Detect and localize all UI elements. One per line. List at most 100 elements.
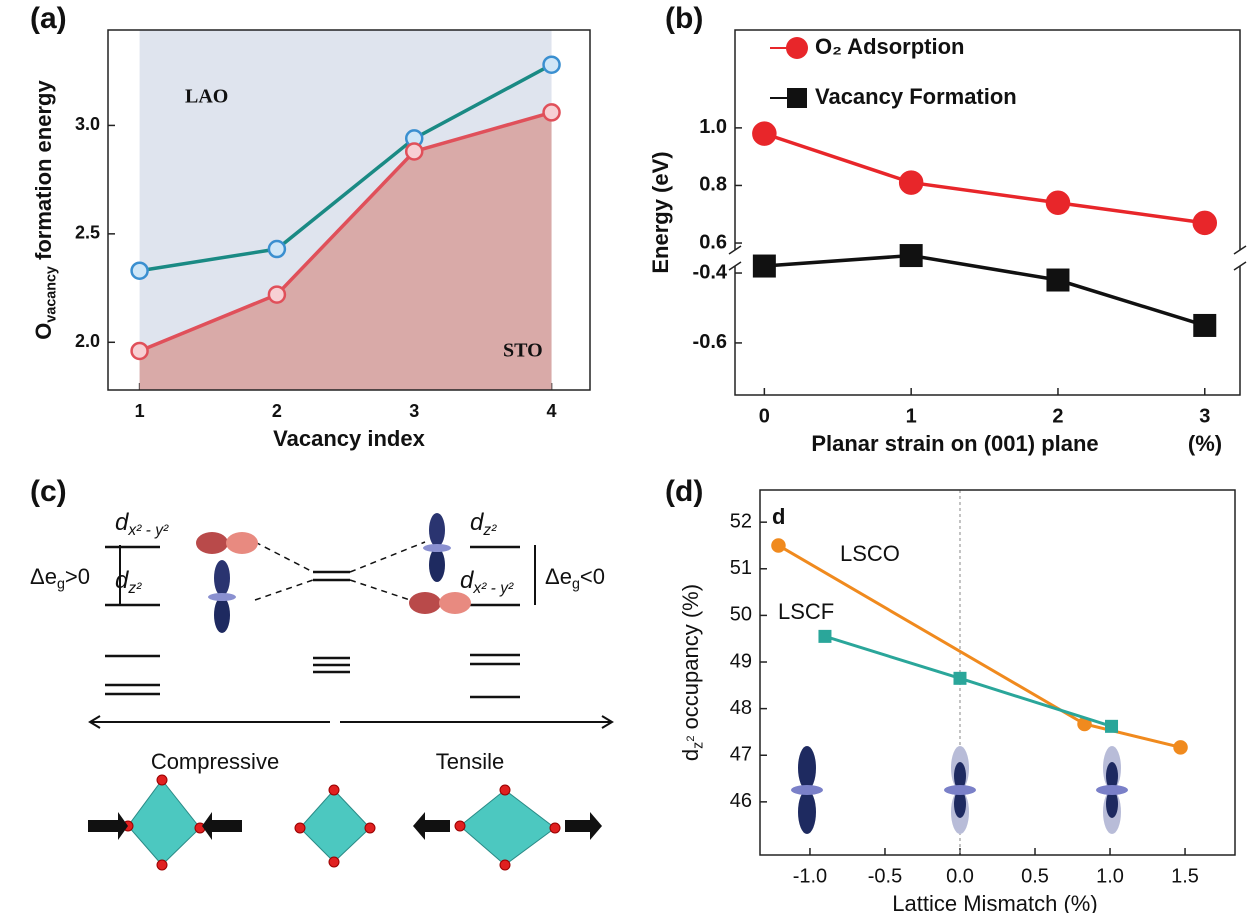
y-tick-label: 2.5 xyxy=(75,223,100,243)
label-rest: <0 xyxy=(580,564,605,589)
marker xyxy=(267,285,287,304)
tensile-label: Tensile xyxy=(436,749,504,774)
y-tick-label: 0.6 xyxy=(699,231,727,253)
x-axis-label: Lattice Mismatch (%) xyxy=(892,891,1097,913)
y-tick-label: -0.6 xyxy=(693,331,727,353)
x-axis-unit: (%) xyxy=(1188,431,1222,456)
marker xyxy=(953,671,967,685)
legend-marker xyxy=(787,88,807,108)
label-main: d xyxy=(115,567,129,594)
marker xyxy=(1193,313,1217,337)
marker xyxy=(1105,719,1119,733)
axis-label: dx² - y² xyxy=(115,509,169,539)
y-tick-label: 50 xyxy=(730,604,752,626)
x-tick-label: 1 xyxy=(906,405,917,427)
label-rest: occupancy (%) xyxy=(678,584,703,736)
x-tick-label: 1 xyxy=(135,401,145,421)
series-label: LSCF xyxy=(778,599,834,624)
marker xyxy=(752,254,776,278)
legend-label: O₂ Adsorption xyxy=(815,34,965,59)
y-tick-label: 1.0 xyxy=(699,116,727,138)
x-tick-label: 2 xyxy=(1052,405,1063,427)
orbitals xyxy=(196,513,471,633)
marker xyxy=(542,103,561,122)
marker xyxy=(542,55,561,74)
axis-frame xyxy=(107,29,591,391)
x-axis-label: Vacancy index xyxy=(273,426,425,451)
orbital-lobe xyxy=(954,762,966,790)
label-main: Energy (eV) xyxy=(648,151,673,273)
x-tick-label: -0.5 xyxy=(868,865,902,887)
x-tick-label: 3 xyxy=(1199,405,1210,427)
y-tick-label: 3.0 xyxy=(75,114,100,134)
orbital-icon xyxy=(791,746,823,834)
label-main: d xyxy=(115,509,129,536)
area xyxy=(139,112,552,390)
label-sub: g xyxy=(572,576,580,592)
label-main: Δe xyxy=(545,564,572,589)
x-tick-label: 0 xyxy=(759,405,770,427)
label-main: O xyxy=(31,323,56,340)
axis-break xyxy=(728,245,742,271)
label-sub: z xyxy=(690,742,706,749)
label-sub: z² xyxy=(482,522,497,539)
label-sup: 2 xyxy=(685,736,697,742)
energy-diagram xyxy=(88,541,614,729)
x-tick-label: 1.5 xyxy=(1171,865,1199,887)
legend-label: Vacancy Formation xyxy=(815,84,1017,109)
label-sub: vacancy xyxy=(43,266,59,322)
panel-label: (a) xyxy=(30,2,67,35)
y-tick-label: 0.8 xyxy=(699,174,727,196)
y-tick-label: 51 xyxy=(730,557,752,579)
marker xyxy=(130,341,149,361)
series-line xyxy=(763,131,1206,225)
x-tick-label: 4 xyxy=(547,401,557,421)
label-sub: g xyxy=(57,576,65,592)
marker xyxy=(404,142,424,161)
axis-label: dx² - y² xyxy=(460,567,514,597)
x-axis-label: Planar strain on (001) plane xyxy=(811,431,1098,456)
x-tick-label: 1.0 xyxy=(1096,865,1124,887)
series-label: LAO xyxy=(185,86,228,108)
label-sub: x² - y² xyxy=(472,580,514,597)
marker xyxy=(898,170,924,195)
x-tick-label: 2 xyxy=(272,401,282,421)
axis-frame xyxy=(759,489,1236,856)
marker xyxy=(1045,190,1071,215)
orbital-ring xyxy=(791,785,823,795)
series-label: LSCO xyxy=(840,541,900,566)
label-sub: z² xyxy=(127,580,142,597)
series-line xyxy=(764,253,1206,328)
orbital-icon xyxy=(1096,746,1128,834)
label-rest: >0 xyxy=(65,564,90,589)
marker xyxy=(899,244,923,268)
y-tick-label: 46 xyxy=(730,790,752,812)
y-tick-label: -0.4 xyxy=(693,261,728,283)
marker xyxy=(1173,740,1188,755)
axis-label: Ovacancy formation energy xyxy=(31,80,60,340)
y-tick-label: 47 xyxy=(730,744,752,766)
marker xyxy=(130,261,149,280)
orbital-icon xyxy=(944,746,976,834)
marker xyxy=(1046,268,1070,292)
series-label: STO xyxy=(503,340,543,362)
inset-label: d xyxy=(772,504,785,529)
panel-label: (d) xyxy=(665,475,703,508)
series-line xyxy=(824,634,1112,728)
axis-frame xyxy=(734,29,1241,396)
axis-label: Energy (eV) xyxy=(648,151,673,273)
orbital-ring xyxy=(944,785,976,795)
y-tick-label: 52 xyxy=(730,510,752,532)
axis-label: Δeg>0 xyxy=(30,564,90,593)
legend-marker xyxy=(786,37,808,59)
y-tick-label: 48 xyxy=(730,697,752,719)
marker xyxy=(1192,210,1218,236)
orbital-lobe xyxy=(798,790,816,834)
marker xyxy=(771,538,786,553)
label-rest: formation energy xyxy=(31,80,56,267)
axis-label: dz² xyxy=(115,567,142,597)
orbital-lobe xyxy=(954,790,966,818)
label-sub: x² - y² xyxy=(127,522,169,539)
axis-label: dz2 occupancy (%) xyxy=(678,584,707,761)
